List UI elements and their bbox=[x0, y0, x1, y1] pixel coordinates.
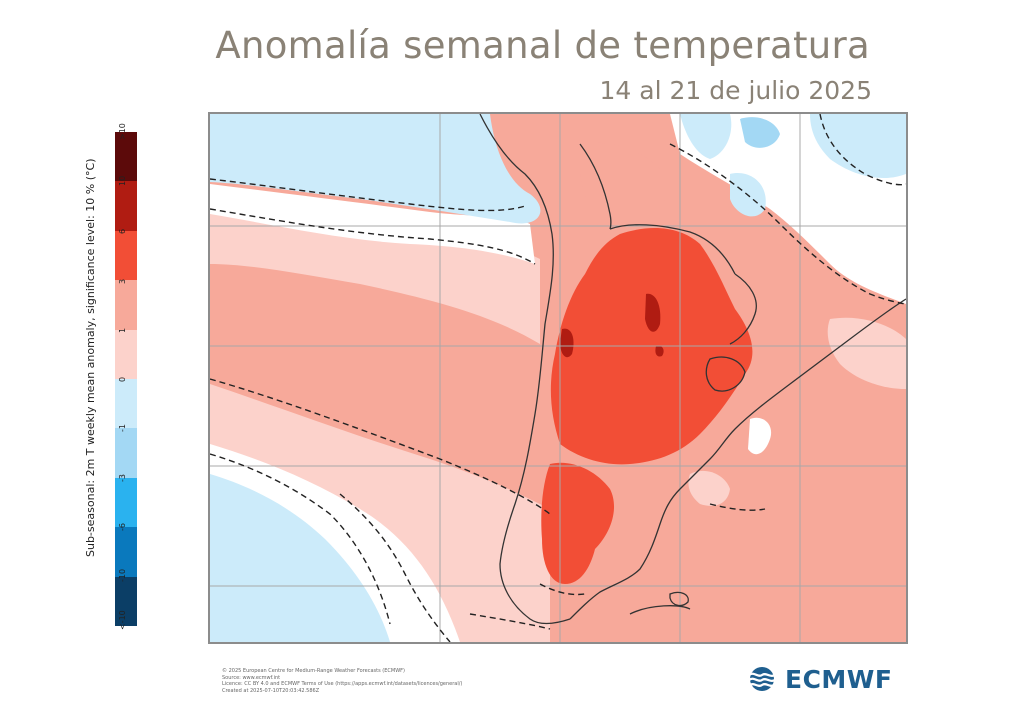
light-warm-patch-east bbox=[827, 317, 906, 389]
colorbar-tick-label: -10 bbox=[118, 568, 127, 582]
colorbar-tick-label: >10 bbox=[118, 123, 127, 140]
anomaly-map-svg bbox=[210, 114, 906, 642]
page-title: Anomalía semanal de temperatura bbox=[215, 24, 870, 67]
cold-patch-ne-2 bbox=[740, 117, 780, 148]
colorbar bbox=[115, 132, 137, 626]
colorbar-tick-label: 3 bbox=[118, 278, 127, 284]
extreme-warm-patch-1 bbox=[645, 293, 661, 332]
colorbar-title: Sub-seasonal: 2m T weekly mean anomaly, … bbox=[84, 158, 97, 557]
page-subtitle: 14 al 21 de julio 2025 bbox=[599, 76, 872, 105]
cold-area-southwest bbox=[210, 474, 390, 642]
map-gridlines bbox=[210, 114, 906, 642]
colorbar-swatch-3-6 bbox=[115, 230, 137, 281]
ecmwf-logo: ECMWF bbox=[744, 664, 892, 694]
colorbar-swatch-m1-0 bbox=[115, 378, 137, 429]
credits-line: Source: www.ecmwf.int bbox=[222, 674, 281, 681]
colorbar-tick-label: 6 bbox=[118, 228, 127, 234]
warm-area-bolivia bbox=[580, 142, 666, 244]
colorbar-tick-label: 1 bbox=[118, 327, 127, 333]
ecmwf-waves-icon bbox=[748, 667, 776, 691]
colorbar-tick-label: -3 bbox=[118, 474, 127, 482]
strong-warm-region-patagonia bbox=[541, 462, 615, 584]
colorbar-swatch-lt-m10 bbox=[115, 576, 137, 626]
colorbar-swatch-0-1 bbox=[115, 329, 137, 379]
colorbar-swatch-1-3 bbox=[115, 280, 137, 330]
credits-line: Created at 2025-07-10T20:03:42.586Z bbox=[222, 687, 320, 694]
colorbar-tick-label: -6 bbox=[118, 523, 127, 531]
extreme-warm-patch-2 bbox=[560, 328, 574, 358]
ecmwf-logo-text: ECMWF bbox=[785, 664, 893, 694]
colorbar-tick-label: <-10 bbox=[118, 610, 127, 630]
colorbar-swatch-m10-m6 bbox=[115, 527, 137, 577]
coastlines bbox=[479, 114, 906, 625]
cold-patch-ne-3 bbox=[810, 114, 906, 179]
colorbar-swatch-m3-m1 bbox=[115, 428, 137, 478]
light-warm-patch-atlantic bbox=[688, 470, 730, 506]
colorbar-tick-label: 10 bbox=[118, 175, 127, 186]
credits-line: © 2025 European Centre for Medium-Range … bbox=[222, 668, 405, 674]
credits-block: © 2025 European Centre for Medium-Range … bbox=[222, 668, 462, 694]
colorbar-swatch-6-10 bbox=[115, 181, 137, 231]
neutral-patch-atlantic-1 bbox=[748, 417, 772, 455]
neutral-band-north bbox=[210, 184, 535, 264]
significance-contours bbox=[210, 114, 906, 642]
colorbar-tick-label: -1 bbox=[118, 424, 127, 432]
extreme-warm-patch-3 bbox=[655, 345, 664, 357]
colorbar-tick-label: 0 bbox=[118, 376, 127, 382]
anomaly-map bbox=[208, 112, 908, 644]
credits-line: Licence: CC BY 4.0 and ECMWF Terms of Us… bbox=[222, 681, 463, 687]
cold-area-northwest bbox=[210, 114, 541, 224]
colorbar-swatch-gt10 bbox=[115, 132, 137, 182]
colorbar-swatch-m6-m3 bbox=[115, 477, 137, 528]
cold-patch-ne-1 bbox=[680, 114, 732, 159]
